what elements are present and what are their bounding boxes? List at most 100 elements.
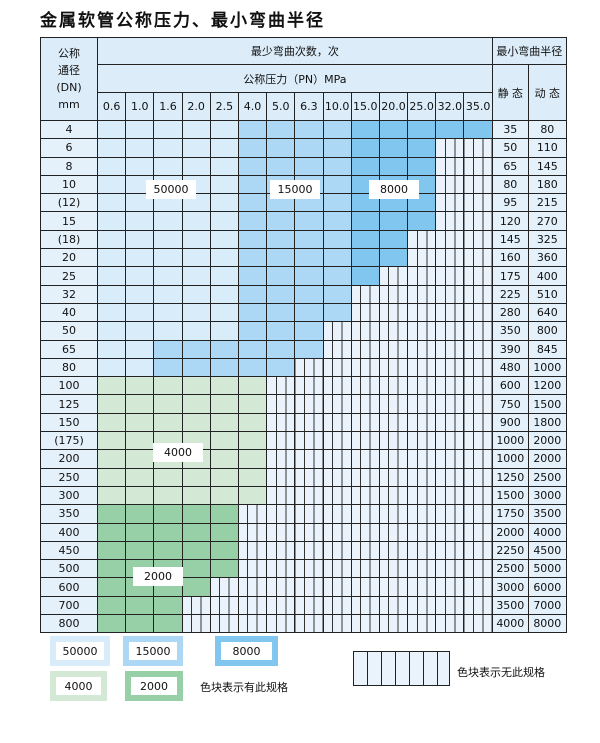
spec-cell: [463, 119, 493, 140]
no-spec-cell: [463, 559, 493, 579]
spec-cell: [96, 302, 127, 323]
dynamic-radius-cell: 800: [527, 321, 567, 341]
spec-cell: [181, 485, 211, 506]
no-spec-cell: [463, 412, 493, 433]
spec-cell: [153, 614, 183, 634]
table-row: 4 35 80: [40, 119, 567, 140]
spec-cell: [322, 211, 352, 231]
table-row: 500 2500 5000: [40, 559, 567, 579]
dynamic-radius-cell: 5000: [527, 559, 567, 579]
region-label-8000: 8000: [369, 180, 419, 199]
spec-cell: [96, 266, 127, 286]
dn-cell: 800: [40, 614, 98, 634]
spec-cell: [181, 559, 211, 579]
pressure-col-header: 0.6: [96, 92, 127, 121]
dn-cell: (12): [40, 193, 98, 213]
dn-cell: 50: [40, 321, 98, 341]
no-spec-cell: [322, 504, 352, 524]
spec-cell: [266, 321, 296, 341]
no-spec-cell: [294, 449, 324, 469]
no-spec-cell: [378, 357, 409, 378]
dynamic-radius-cell: 215: [527, 193, 567, 213]
no-spec-cell: [407, 284, 437, 304]
spec-cell: [181, 229, 211, 250]
dynamic-radius-cell: 2000: [527, 431, 567, 451]
no-spec-cell: [407, 577, 437, 597]
no-spec-cell: [350, 595, 380, 616]
no-spec-cell: [407, 412, 437, 433]
spec-cell: [350, 211, 380, 231]
no-spec-cell: [350, 449, 380, 469]
no-spec-cell: [463, 449, 493, 469]
spec-cell: [209, 266, 239, 286]
legend-no-spec-swatch: [353, 651, 450, 686]
no-spec-cell: [237, 540, 268, 561]
static-radius-cell: 160: [491, 248, 529, 268]
no-spec-cell: [266, 449, 296, 469]
no-spec-cell: [407, 394, 437, 414]
no-spec-cell: [407, 504, 437, 524]
spec-cell: [237, 412, 268, 433]
spec-cell: [96, 284, 127, 304]
table-row: 150 900 1800: [40, 412, 567, 433]
region-label-15000: 15000: [270, 180, 320, 199]
spec-cell: [322, 156, 352, 176]
no-spec-cell: [294, 485, 324, 506]
legend-15000: 15000: [123, 636, 183, 666]
spec-cell: [209, 449, 239, 469]
spec-cell: [209, 467, 239, 487]
spec-cell: [435, 119, 465, 140]
no-spec-cell: [294, 467, 324, 487]
dn-cell: 700: [40, 595, 98, 616]
no-spec-cell: [322, 540, 352, 561]
pressure-col-header: 35.0: [463, 92, 493, 121]
no-spec-cell: [378, 540, 409, 561]
no-spec-cell: [407, 431, 437, 451]
static-radius-cell: 50: [491, 138, 529, 158]
no-spec-cell: [407, 302, 437, 323]
spec-cell: [181, 156, 211, 176]
spec-cell: [378, 156, 409, 176]
spec-cell: [266, 229, 296, 250]
dn-cell: 80: [40, 357, 98, 378]
spec-cell: [153, 302, 183, 323]
dynamic-radius-cell: 1800: [527, 412, 567, 433]
dn-cell: 20: [40, 248, 98, 268]
no-spec-cell: [322, 412, 352, 433]
spec-cell: [96, 595, 127, 616]
dn-cell: 400: [40, 522, 98, 542]
table-row: 125 750 1500: [40, 394, 567, 414]
spec-cell: [322, 302, 352, 323]
spec-cell: [209, 174, 239, 195]
no-spec-cell: [294, 357, 324, 378]
spec-cell: [266, 156, 296, 176]
static-radius-cell: 280: [491, 302, 529, 323]
static-radius-cell: 350: [491, 321, 529, 341]
static-radius-cell: 600: [491, 376, 529, 396]
spec-cell: [237, 193, 268, 213]
no-spec-cell: [266, 559, 296, 579]
spec-cell: [294, 266, 324, 286]
dynamic-radius-cell: 2000: [527, 449, 567, 469]
legend-has-spec-text: 色块表示有此规格: [200, 681, 288, 694]
pressure-header: 公称压力（PN）MPa: [97, 64, 493, 93]
no-spec-cell: [350, 504, 380, 524]
spec-cell: [237, 156, 268, 176]
no-spec-cell: [350, 339, 380, 359]
spec-cell: [378, 138, 409, 158]
spec-cell: [153, 284, 183, 304]
no-spec-cell: [322, 431, 352, 451]
static-radius-cell: 1250: [491, 467, 529, 487]
no-spec-cell: [350, 302, 380, 323]
no-spec-cell: [350, 614, 380, 634]
dn-cell: 10: [40, 174, 98, 195]
dynamic-radius-cell: 2500: [527, 467, 567, 487]
spec-cell: [322, 229, 352, 250]
static-radius-cell: 3000: [491, 577, 529, 597]
spec-cell: [209, 211, 239, 231]
spec-cell: [125, 595, 155, 616]
no-spec-cell: [378, 394, 409, 414]
dynamic-radius-cell: 400: [527, 266, 567, 286]
no-spec-cell: [378, 376, 409, 396]
no-spec-cell: [322, 577, 352, 597]
